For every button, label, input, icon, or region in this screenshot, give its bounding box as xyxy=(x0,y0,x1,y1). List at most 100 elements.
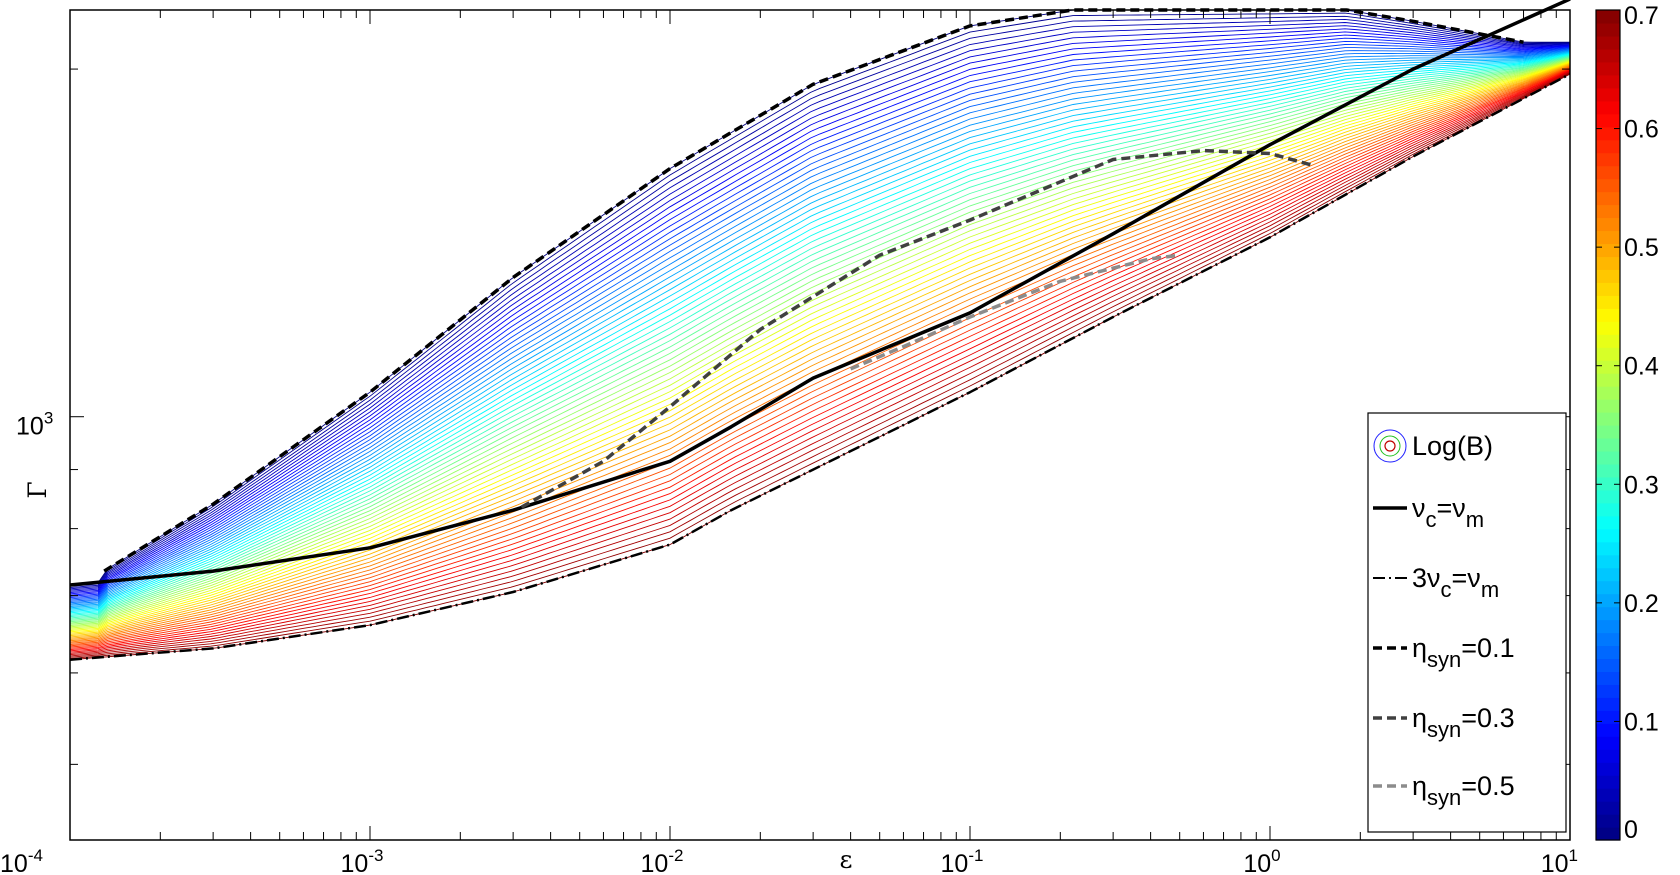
colorbar-band xyxy=(1596,126,1620,141)
colorbar-band xyxy=(1596,35,1620,50)
colorbar-band xyxy=(1596,100,1620,115)
colorbar-frame xyxy=(1595,9,1621,841)
colorbar-band xyxy=(1596,463,1620,478)
colorbar-band xyxy=(1596,269,1620,283)
colorbar-band xyxy=(1596,48,1620,63)
contour-line xyxy=(69,53,1571,613)
contour-line xyxy=(69,59,1571,628)
contour-line xyxy=(69,68,1571,648)
colorbar-band xyxy=(1596,295,1620,309)
legend-box xyxy=(1367,412,1567,833)
colorbar-band xyxy=(1596,593,1620,608)
colorbar-band xyxy=(1596,476,1620,491)
contour-line xyxy=(69,69,1571,652)
colorbar-band xyxy=(1596,412,1620,426)
colorbar-band xyxy=(1596,282,1620,296)
colorbar-tick-label: 0.5 xyxy=(1624,234,1659,262)
colorbar-band xyxy=(1596,541,1620,556)
colorbar-band xyxy=(1596,425,1620,439)
colorbar-band xyxy=(1596,775,1620,789)
x-tick-label: 10-2 xyxy=(641,846,684,875)
colorbar-tick-label: 0.6 xyxy=(1624,116,1659,144)
colorbar-band xyxy=(1596,489,1620,504)
contour-lines xyxy=(69,9,1571,661)
colorbar-band xyxy=(1596,437,1620,452)
colorbar-band xyxy=(1596,87,1620,102)
legend-contour-icon-inner xyxy=(1384,440,1396,452)
y-axis-label: Γ xyxy=(23,481,52,498)
colorbar-band xyxy=(1596,61,1620,76)
colorbar-band xyxy=(1596,528,1620,543)
colorbar-band xyxy=(1596,152,1620,167)
x-tick-label: 10-4 xyxy=(0,846,43,875)
contour-line xyxy=(69,9,1570,586)
contour-line xyxy=(69,54,1571,616)
colorbar-band xyxy=(1596,321,1620,335)
contour-line xyxy=(69,65,1571,642)
series-line-2 xyxy=(103,8,1524,573)
colorbar-tick-label: 0.3 xyxy=(1624,471,1659,499)
colorbar-band xyxy=(1596,373,1620,387)
legend-label-2: 3νc=νm xyxy=(1412,563,1499,602)
colorbar-band xyxy=(1596,684,1620,698)
contour-line xyxy=(69,72,1571,658)
contour-line xyxy=(69,48,1571,602)
contour-line xyxy=(69,40,1571,599)
contour-line xyxy=(69,54,1571,615)
contour-line xyxy=(69,70,1571,653)
contour-line xyxy=(69,73,1571,659)
colorbar-band xyxy=(1596,814,1620,828)
contour-line xyxy=(69,12,1570,587)
contour-line xyxy=(69,50,1571,606)
x-tick-label: 10-3 xyxy=(341,846,384,875)
contour-line xyxy=(69,69,1571,651)
colorbar-band xyxy=(1596,22,1620,37)
colorbar-band xyxy=(1596,450,1620,465)
colorbar-band xyxy=(1596,749,1620,763)
contour-line xyxy=(69,62,1571,635)
series-line-1 xyxy=(69,72,1571,661)
colorbar-band xyxy=(1596,723,1620,737)
contour-line xyxy=(69,56,1571,621)
legend: Log(B) νc=νm 3νc=νm ηsyn=0.1 ηsyn=0.3 ηsyn=0.… xyxy=(1367,412,1567,833)
legend-label-1: νc=νm xyxy=(1412,493,1484,532)
colorbar-band xyxy=(1596,645,1620,660)
contour-line xyxy=(69,63,1571,637)
contour-line xyxy=(69,60,1571,630)
colorbar-tick-label: 0.4 xyxy=(1624,353,1659,381)
colorbar-band xyxy=(1596,165,1620,180)
colorbar-tick-label: 0 xyxy=(1624,816,1638,844)
colorbar-band xyxy=(1596,762,1620,776)
colorbar-band xyxy=(1596,308,1620,322)
colorbar-band xyxy=(1596,502,1620,517)
colorbar-tick-label: 0.7 xyxy=(1624,2,1659,30)
colorbar-band xyxy=(1596,191,1620,206)
colorbar-band xyxy=(1596,736,1620,750)
legend-contour-icon xyxy=(1373,429,1407,463)
colorbar-band xyxy=(1596,386,1620,400)
contour-line xyxy=(69,18,1571,590)
contour-line xyxy=(69,22,1571,591)
contour-line xyxy=(69,62,1571,634)
colorbar-band xyxy=(1596,399,1620,413)
colorbar-band xyxy=(1596,606,1620,621)
contour-line xyxy=(69,55,1571,618)
colorbar-band xyxy=(1596,347,1620,361)
contour-line xyxy=(69,52,1571,610)
contour-line xyxy=(69,67,1571,647)
colorbar-band xyxy=(1596,801,1620,815)
colorbar-band xyxy=(1596,710,1620,724)
colorbar-tick-label: 0.2 xyxy=(1624,590,1659,618)
series-line-3 xyxy=(520,148,1315,509)
x-tick-label: 101 xyxy=(1541,846,1578,875)
axis-ticks xyxy=(69,10,1571,840)
contour-line xyxy=(69,67,1571,645)
contour-line xyxy=(69,57,1571,623)
series-line-0 xyxy=(69,0,1571,587)
colorbar-ticks: 0 0.1 0.2 0.3 0.4 0.5 0.6 0.7 xyxy=(1596,2,1659,844)
contour-line xyxy=(69,60,1571,629)
contour-line xyxy=(69,72,1571,657)
colorbar-band xyxy=(1596,827,1620,841)
contour-line xyxy=(69,50,1571,607)
y-tick-label: 103 xyxy=(16,409,53,441)
